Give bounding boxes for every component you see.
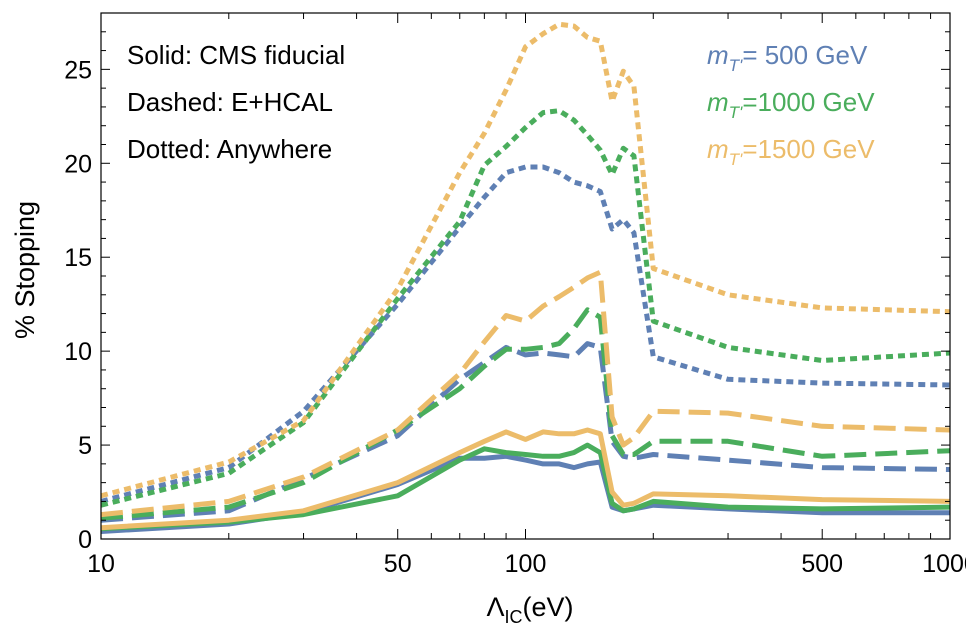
series-line-1500-dashed [100,269,951,518]
legend-sub: T' [729,103,743,122]
series-line-1500-solid [100,427,951,531]
y-tick-label: 0 [78,526,92,554]
y-tick-label: 25 [64,56,92,84]
legend-label: =1000 GeV [742,87,875,117]
x-tick-label: 500 [801,550,843,578]
x-axis-label-unit: (eV) [523,592,574,622]
x-axis-label-symbol: Λ [486,592,504,622]
series-line-500-dotted [100,164,951,504]
y-tick-label: 10 [64,338,92,366]
legend-prefix: m [707,87,729,117]
legend-label: =1500 GeV [742,134,875,164]
series-line-1500-dotted [100,21,951,499]
legend-prefix: m [707,40,729,70]
x-tick-label: 1000 [922,550,966,578]
y-tick-label: 20 [64,150,92,178]
note-dashed: Dashed: E+HCAL [127,87,333,117]
legend: mT'= 500 GeV mT'=1000 GeV mT'=1500 GeV [707,40,875,169]
y-tick-label: 15 [64,244,92,272]
series-layer [100,21,951,534]
x-tick-label: 50 [384,550,412,578]
note-solid: Solid: CMS fiducial [127,40,345,70]
y-axis-label: % Stopping [10,201,40,339]
legend-entry-500: mT'= 500 GeV [707,40,868,75]
x-tick-label: 10 [87,550,115,578]
legend-label: = 500 GeV [742,40,868,70]
note-dotted: Dotted: Anywhere [127,134,332,164]
x-axis-label-sub: IC [505,607,523,627]
legend-sub: T' [729,56,743,75]
x-tick-label: 100 [505,550,547,578]
legend-entry-1000: mT'=1000 GeV [707,87,875,122]
legend-entry-1500: mT'=1500 GeV [707,134,875,169]
series-line-1000-dotted [100,108,951,508]
legend-sub: T' [729,150,743,169]
annotations: Solid: CMS fiducial Dashed: E+HCAL Dotte… [127,40,345,164]
axes-layer: 0 5 10 15 20 25 10 50 100 500 1000 [64,12,966,578]
y-tick-label: 5 [78,432,92,460]
x-axis-label: ΛIC(eV) [486,592,573,627]
series-line-1000-solid [100,442,951,532]
series-line-500-dashed [100,341,951,523]
legend-prefix: m [707,134,729,164]
